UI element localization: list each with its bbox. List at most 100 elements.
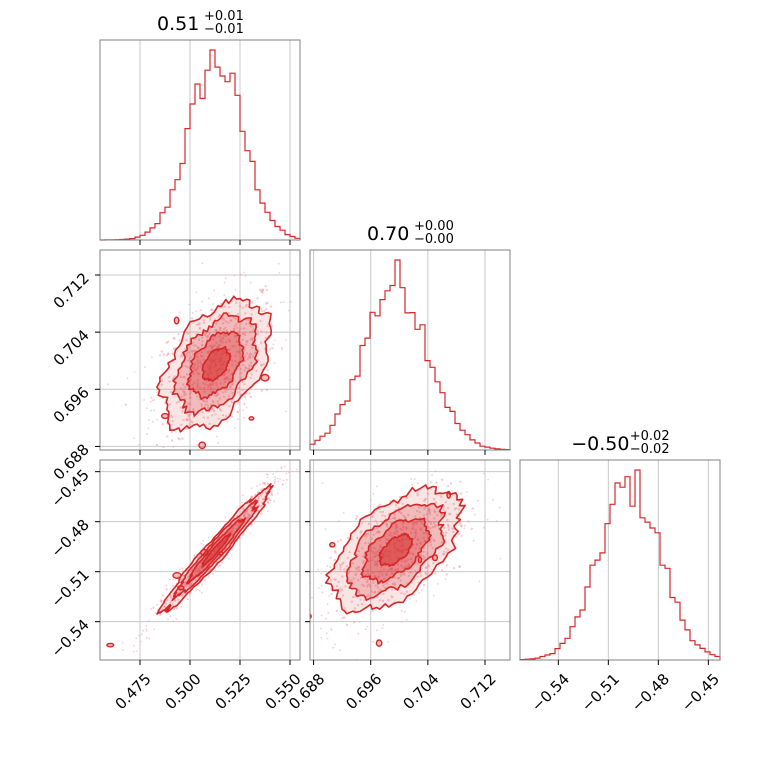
sample-point <box>381 573 384 576</box>
sample-point <box>140 633 143 636</box>
sample-point <box>200 584 203 586</box>
sample-point <box>396 548 400 551</box>
sample-point <box>200 351 203 354</box>
sample-point <box>219 353 222 356</box>
sample-point <box>243 369 246 372</box>
sample-point <box>200 405 204 408</box>
sample-point <box>281 484 284 487</box>
sample-point <box>160 383 164 386</box>
sample-point <box>343 607 346 610</box>
sample-point <box>339 568 342 571</box>
sample-point <box>358 569 361 572</box>
sample-point <box>226 421 229 423</box>
ytick-label-2-1: −0.51 <box>48 566 93 611</box>
sample-point <box>202 358 205 361</box>
sample-point <box>428 513 432 516</box>
sample-point <box>279 478 281 480</box>
sample-point <box>400 591 403 595</box>
sample-point <box>160 350 163 353</box>
sample-point <box>217 402 220 406</box>
sample-point <box>209 357 213 360</box>
sample-point <box>388 534 391 537</box>
sample-point <box>442 552 446 556</box>
sample-point <box>216 354 220 358</box>
sample-point <box>321 482 324 484</box>
sample-point <box>183 386 186 389</box>
sample-point <box>254 351 257 355</box>
sample-point <box>224 516 227 519</box>
sample-point <box>339 587 342 590</box>
sample-point <box>98 677 100 679</box>
sample-point <box>124 404 127 406</box>
sample-point <box>208 365 212 368</box>
sample-point <box>405 618 408 621</box>
sample-point <box>341 594 345 597</box>
contour-island <box>248 416 255 421</box>
sample-point <box>221 341 224 344</box>
sample-point <box>389 521 392 524</box>
sample-point <box>333 558 337 562</box>
sample-point <box>402 525 405 529</box>
sample-point <box>390 588 394 591</box>
contour-island <box>417 556 423 564</box>
sample-point <box>231 392 234 395</box>
sample-point <box>414 531 417 535</box>
sample-point <box>367 522 370 526</box>
sample-point <box>259 320 262 323</box>
sample-point <box>222 395 226 398</box>
sample-point <box>215 372 219 375</box>
sample-point <box>440 541 444 544</box>
sample-point <box>420 522 424 525</box>
sample-point <box>248 364 251 367</box>
sample-point <box>196 382 199 385</box>
sample-point <box>376 522 379 525</box>
title-minus-1: −0.00 <box>414 232 454 247</box>
sample-point <box>185 352 189 355</box>
sample-point <box>200 344 203 347</box>
sample-point <box>361 583 364 586</box>
sample-point <box>378 570 381 574</box>
sample-point <box>224 415 228 418</box>
sample-point <box>199 360 202 363</box>
sample-point <box>432 562 435 565</box>
sample-point <box>193 554 196 557</box>
sample-point <box>317 587 320 589</box>
sample-point <box>181 410 184 413</box>
panel-frame-2-2 <box>519 459 721 661</box>
sample-point <box>305 551 307 553</box>
sample-point <box>418 592 420 594</box>
sample-point <box>343 568 346 571</box>
sample-point <box>277 480 280 483</box>
sample-point <box>231 359 234 362</box>
sample-point <box>374 551 378 554</box>
sample-point <box>174 453 176 455</box>
sample-point <box>372 571 375 574</box>
sample-point <box>415 600 418 603</box>
sample-point <box>373 563 377 567</box>
title-plus-2: +0.02 <box>630 429 670 444</box>
sample-point <box>442 505 446 508</box>
sample-point <box>301 457 303 459</box>
sample-point <box>214 318 217 321</box>
xtick-label-2-0: −0.54 <box>528 670 573 715</box>
sample-point <box>182 383 185 386</box>
sample-point <box>376 564 379 567</box>
sample-point <box>382 552 385 556</box>
sample-point <box>149 401 152 403</box>
xtick-2-2-0: −0.54 <box>528 660 573 715</box>
sample-point <box>366 568 369 572</box>
sample-point <box>415 560 419 563</box>
sample-point <box>266 369 270 372</box>
sample-point <box>201 262 204 265</box>
sample-point <box>428 509 431 512</box>
sample-point <box>168 403 172 406</box>
sample-point <box>413 536 417 539</box>
sample-point <box>196 385 199 388</box>
sample-point <box>153 409 155 412</box>
sample-point <box>340 589 344 592</box>
sample-point <box>219 338 223 342</box>
sample-point <box>207 576 210 578</box>
sample-point <box>403 592 406 596</box>
sample-point <box>317 568 319 571</box>
sample-point <box>260 389 264 392</box>
